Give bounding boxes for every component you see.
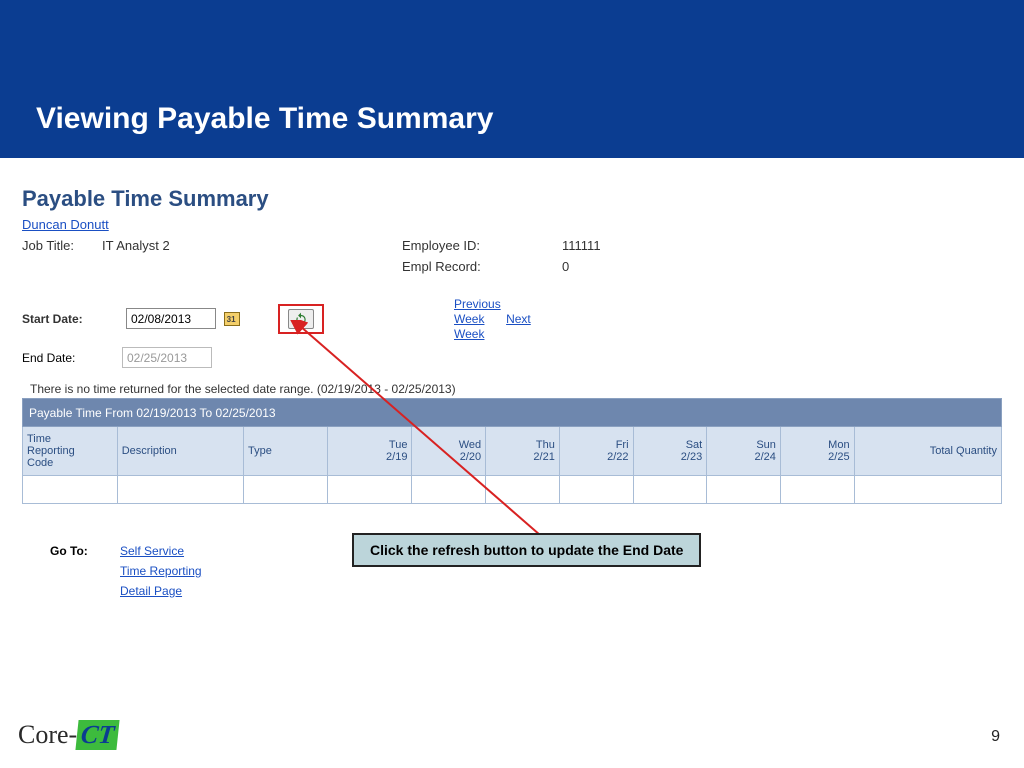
payable-time-table: Payable Time From 02/19/2013 To 02/25/20… <box>22 398 1002 504</box>
slide-title: Viewing Payable Time Summary <box>36 102 493 136</box>
refresh-button[interactable] <box>288 309 314 329</box>
start-date-label: Start Date: <box>22 312 122 326</box>
col-total: Total Quantity <box>854 427 1001 476</box>
employee-id-value: 111111 <box>562 238 682 253</box>
empl-record-label: Empl Record: <box>402 259 562 274</box>
end-date-input <box>122 347 212 368</box>
col-mon: Mon2/25 <box>780 427 854 476</box>
job-title-value: IT Analyst 2 <box>102 238 402 253</box>
page-number: 9 <box>991 728 1000 746</box>
end-date-label: End Date: <box>22 351 122 365</box>
end-date-row: End Date: <box>22 347 1002 368</box>
col-description: Description <box>117 427 243 476</box>
col-sat: Sat2/23 <box>633 427 707 476</box>
col-fri: Fri2/22 <box>559 427 633 476</box>
job-title-label: Job Title: <box>22 238 102 253</box>
col-type: Type <box>244 427 328 476</box>
col-wed: Wed2/20 <box>412 427 486 476</box>
col-tue: Tue2/19 <box>328 427 412 476</box>
table-title-row: Payable Time From 02/19/2013 To 02/25/20… <box>23 399 1002 427</box>
col-trc: TimeReportingCode <box>23 427 118 476</box>
page-title: Payable Time Summary <box>22 186 1002 212</box>
logo-core: Core- <box>18 720 77 749</box>
goto-self-service[interactable]: Self Service <box>120 544 320 558</box>
col-thu: Thu2/21 <box>486 427 560 476</box>
table-header-row: TimeReportingCode Description Type Tue2/… <box>23 427 1002 476</box>
start-date-input[interactable] <box>126 308 216 329</box>
no-time-message: There is no time returned for the select… <box>22 382 1002 396</box>
content-area: Payable Time Summary Duncan Donutt Job T… <box>0 158 1024 598</box>
goto-detail-page[interactable]: Detail Page <box>120 584 320 598</box>
goto-label: Go To: <box>50 544 120 558</box>
employee-info: Job Title: IT Analyst 2 Employee ID: 111… <box>22 238 1002 274</box>
refresh-icon <box>294 312 308 326</box>
logo-ct: CT <box>76 720 120 750</box>
calendar-icon[interactable] <box>224 312 240 326</box>
callout-box: Click the refresh button to update the E… <box>352 533 701 567</box>
start-date-row: Start Date: Previous Week Next Week <box>22 296 1002 341</box>
empl-record-value: 0 <box>562 259 682 274</box>
employee-name-link[interactable]: Duncan Donutt <box>22 217 109 232</box>
col-sun: Sun2/24 <box>707 427 781 476</box>
previous-week-link[interactable]: Previous Week <box>454 297 501 326</box>
table-title: Payable Time From 02/19/2013 To 02/25/20… <box>23 399 1002 427</box>
footer-logo: Core-CT <box>18 720 118 750</box>
slide-header: Viewing Payable Time Summary <box>0 0 1024 158</box>
table-row <box>23 476 1002 504</box>
goto-time-reporting[interactable]: Time Reporting <box>120 564 320 578</box>
refresh-highlight <box>278 304 324 334</box>
employee-id-label: Employee ID: <box>402 238 562 253</box>
